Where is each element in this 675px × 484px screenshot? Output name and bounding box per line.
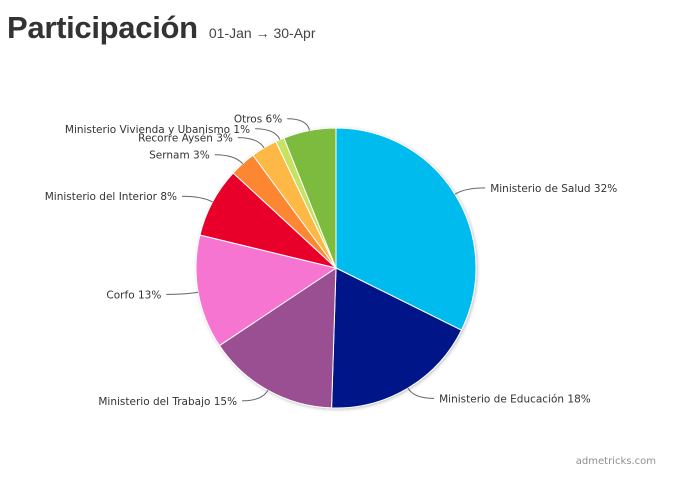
pie-label-ministerio-del-trabajo: Ministerio del Trabajo 15% [98, 396, 237, 408]
credit-link[interactable]: admetricks.com [575, 456, 656, 467]
pie-label-ministerio-de-educacion: Ministerio de Educación 18% [439, 393, 591, 405]
label-connector-ministerio-del-trabajo [242, 390, 269, 402]
pie-label-ministerio-del-interior: Ministerio del Interior 8% [45, 191, 177, 203]
pie-slices [195, 127, 477, 409]
label-connector-ministerio-de-salud [454, 187, 486, 195]
pie-label-ministerio-vivienda-y-ubanismo: Ministerio Vivienda y Ubanismo 1% [65, 124, 250, 136]
pie-label-sernam: Sernam 3% [149, 150, 210, 162]
pie-slice-ministerio-de-salud[interactable] [335, 127, 477, 331]
label-connector-ministerio-del-interior [181, 195, 213, 203]
label-connector-sernam [214, 154, 244, 165]
pie-label-corfo: Corfo 13% [106, 289, 161, 301]
label-connector-ministerio-vivienda-y-ubanismo [255, 128, 281, 140]
pie-label-ministerio-de-salud: Ministerio de Salud 32% [490, 183, 617, 195]
page-title: Participación [7, 10, 198, 45]
pie-slice-otros[interactable] [283, 127, 337, 269]
pie-label-recorre-aysen: Recorre Aysén 3% [138, 133, 233, 145]
label-connector-recorre-aysen [237, 137, 265, 149]
date-range-subtitle: 01-Jan → 30-Apr [208, 25, 316, 41]
label-connector-otros [287, 118, 310, 131]
label-connector-ministerio-de-educacion [407, 387, 435, 399]
pie-labels: Ministerio de Salud 32% Ministerio de Edu… [45, 114, 618, 408]
pie-slice-ministerio-de-educacion[interactable] [331, 267, 463, 409]
pie-slice-corfo[interactable] [195, 234, 338, 347]
pie-label-otros: Otros 6% [234, 114, 282, 126]
chart-header: Participación 01-Jan → 30-Apr [7, 10, 315, 46]
label-connector-corfo [166, 291, 199, 295]
